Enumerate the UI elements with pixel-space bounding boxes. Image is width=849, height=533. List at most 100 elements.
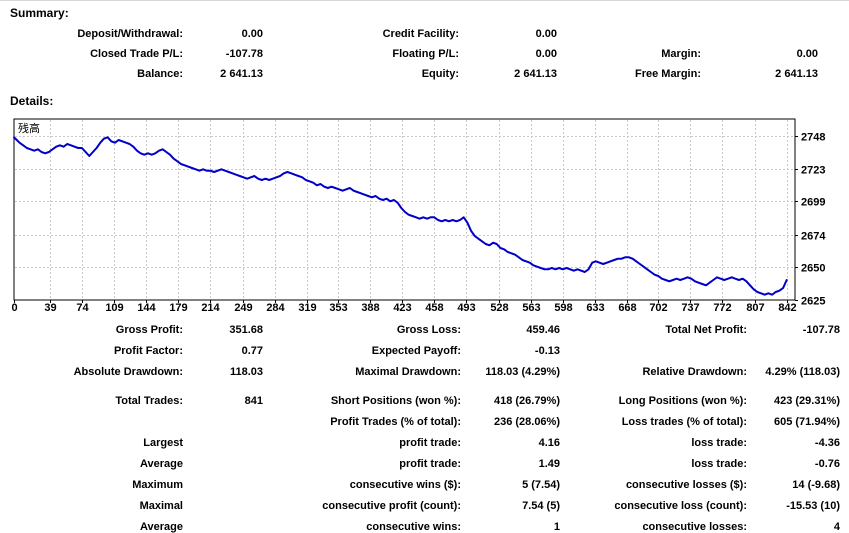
- summary-row: Closed Trade P/L: -107.78 Floating P/L: 0.0…: [0, 44, 818, 64]
- x-axis-label: 807: [746, 302, 764, 314]
- stat-label: Gross Loss:: [396, 323, 461, 336]
- summary-row: Deposit/Withdrawal: 0.00 Credit Facility: 0…: [0, 24, 818, 44]
- stat-value: -4.36: [814, 436, 840, 449]
- stat-label: loss trade:: [691, 457, 747, 470]
- x-axis-label: 772: [713, 302, 731, 314]
- stat-value: 459.46: [526, 323, 560, 336]
- stat-label: consecutive losses ($):: [625, 478, 747, 491]
- stat-label: profit trade:: [399, 436, 461, 449]
- x-axis-label: 179: [169, 302, 187, 314]
- x-axis-label: 702: [649, 302, 667, 314]
- stat-value: -107.78: [802, 323, 840, 336]
- table-section-gap: [0, 382, 840, 390]
- stat-label: Long Positions (won %):: [618, 394, 747, 407]
- x-axis-label: 319: [298, 302, 316, 314]
- y-axis-label: 2625: [801, 296, 825, 308]
- x-axis-label: 109: [105, 302, 123, 314]
- stat-label: Relative Drawdown:: [642, 365, 747, 378]
- balance-chart: 0 39 74 109 144 179 214 249 284 319 353 388 423 458 49…: [0, 113, 849, 315]
- summary-value: 0.00: [535, 48, 557, 60]
- chart-legend-label: 残高: [18, 121, 40, 135]
- x-axis-label: 144: [137, 302, 156, 314]
- x-axis-label: 214: [201, 302, 220, 314]
- x-axis-label: 563: [522, 302, 540, 314]
- stat-label: consecutive wins:: [366, 520, 461, 533]
- stat-label: consecutive losses:: [642, 520, 747, 533]
- stat-label: Maximum: [132, 478, 183, 491]
- summary-value: 2 641.13: [514, 68, 557, 80]
- stat-label: consecutive wins ($):: [349, 478, 461, 491]
- x-axis-label: 633: [586, 302, 604, 314]
- stat-value: 118.03: [229, 365, 263, 378]
- stat-row: Maximum consecutive wins ($): 5 (7.54) cons…: [0, 474, 840, 495]
- stat-label: consecutive loss (count):: [614, 499, 747, 512]
- stat-value: 5 (7.54): [522, 478, 560, 491]
- stat-label: Maximal: [139, 499, 183, 512]
- y-axis-label: 2650: [801, 263, 825, 275]
- stat-label: Expected Payoff:: [371, 344, 461, 357]
- x-axis-label: 598: [554, 302, 572, 314]
- stat-label: Absolute Drawdown:: [73, 365, 183, 378]
- x-axis-label: 423: [393, 302, 411, 314]
- y-axis-label: 2748: [801, 132, 825, 144]
- stat-row: Average consecutive wins: 1 consecutive los…: [0, 516, 840, 533]
- statistics-table: Gross Profit: 351.68 Gross Loss: 459.46 Tota…: [0, 319, 840, 533]
- summary-label: Margin:: [661, 48, 701, 60]
- summary-table: Deposit/Withdrawal: 0.00 Credit Facility: 0…: [0, 24, 818, 84]
- x-axis-label: 842: [778, 302, 796, 314]
- x-axis-label: 668: [618, 302, 636, 314]
- x-axis-label: 388: [361, 302, 379, 314]
- stat-row: Profit Factor: 0.77 Expected Payoff: -0.13: [0, 340, 840, 361]
- summary-label: Free Margin:: [634, 68, 701, 80]
- summary-label: Balance:: [137, 68, 183, 80]
- stat-label: profit trade:: [399, 457, 461, 470]
- summary-label: Deposit/Withdrawal:: [77, 28, 183, 40]
- stat-value: -0.13: [534, 344, 560, 357]
- summary-label: Floating P/L:: [392, 48, 459, 60]
- summary-label: Equity:: [421, 68, 459, 80]
- x-axis-label: 737: [681, 302, 699, 314]
- x-axis-label: 284: [266, 302, 285, 314]
- x-axis-label: 0: [11, 302, 17, 314]
- stat-label: Gross Profit:: [115, 323, 183, 336]
- y-axis-label: 2699: [801, 197, 825, 209]
- stat-label: Average: [139, 457, 183, 470]
- stat-label: Total Net Profit:: [665, 323, 747, 336]
- stat-value: -15.53 (10): [786, 499, 840, 512]
- summary-value: 2 641.13: [775, 68, 818, 80]
- summary-value: 0.00: [796, 48, 818, 60]
- x-axis-label: 353: [329, 302, 347, 314]
- stat-label: loss trade:: [691, 436, 747, 449]
- stat-value: -0.76: [814, 457, 840, 470]
- stat-value: 418 (26.79%): [493, 394, 560, 407]
- stat-row: Absolute Drawdown: 118.03 Maximal Drawdown…: [0, 361, 840, 382]
- stat-row: Average profit trade: 1.49 loss trade: -0.76: [0, 453, 840, 474]
- stat-value: 4.29% (118.03): [765, 365, 840, 378]
- summary-row: Balance: 2 641.13 Equity: 2 641.13 Free Marg…: [0, 64, 818, 84]
- stat-value: 841: [244, 394, 263, 407]
- balance-line: [13, 136, 788, 296]
- stat-row: Maximal consecutive profit (count): 7.54 (…: [0, 495, 840, 516]
- x-axis-label: 458: [425, 302, 443, 314]
- summary-label: Closed Trade P/L:: [90, 48, 183, 60]
- stat-value: 605 (71.94%): [773, 415, 840, 428]
- y-axis-label: 2674: [801, 231, 826, 243]
- stat-value: 118.03 (4.29%): [485, 365, 560, 378]
- stat-label: consecutive profit (count):: [322, 499, 461, 512]
- summary-label: Credit Facility:: [382, 28, 459, 40]
- stat-label: Short Positions (won %):: [330, 394, 461, 407]
- x-axis-label: 249: [234, 302, 252, 314]
- stat-value: 351.68: [229, 323, 263, 336]
- stat-label: Maximal Drawdown:: [355, 365, 461, 378]
- stat-value: 7.54 (5): [522, 499, 560, 512]
- stat-row: Total Trades: 841 Short Positions (won %):…: [0, 390, 840, 411]
- stat-row: Gross Profit: 351.68 Gross Loss: 459.46 Tota…: [0, 319, 840, 340]
- details-heading: Details:: [10, 94, 54, 108]
- stat-row: Profit Trades (% of total): 236 (28.06%) L…: [0, 411, 840, 432]
- stat-value: 0.77: [241, 344, 263, 357]
- summary-value: 2 641.13: [220, 68, 263, 80]
- stat-label: Profit Factor:: [113, 344, 183, 357]
- x-axis-label: 528: [490, 302, 508, 314]
- summary-value: -107.78: [225, 48, 263, 60]
